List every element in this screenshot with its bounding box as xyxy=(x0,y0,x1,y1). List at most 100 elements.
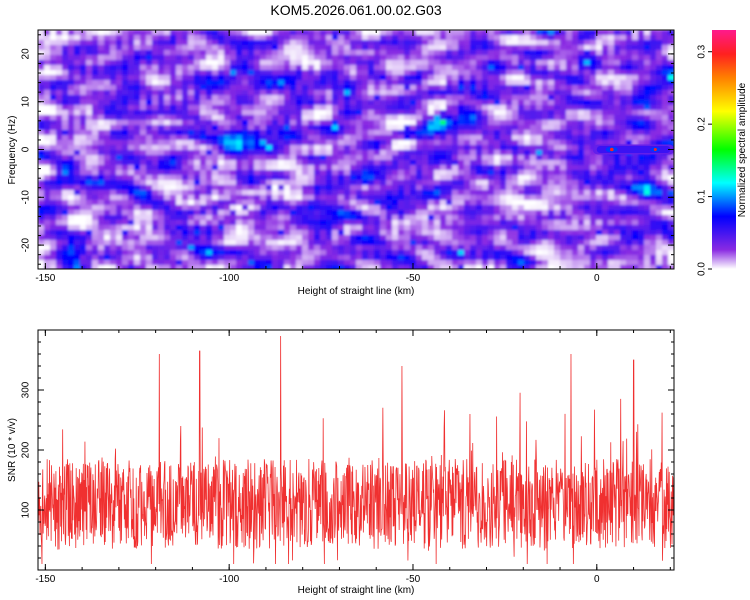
heatmap-cell xyxy=(662,250,669,256)
heatmap-cell xyxy=(218,255,225,261)
heatmap-cell xyxy=(488,115,495,121)
heatmap-cell xyxy=(536,230,543,236)
heatmap-cell xyxy=(512,115,519,121)
heatmap-cell xyxy=(602,35,609,41)
heatmap-cell xyxy=(500,120,507,126)
heatmap-cell xyxy=(626,160,633,166)
heatmap-cell xyxy=(398,145,405,151)
heatmap-cell xyxy=(656,235,663,241)
heatmap-cell xyxy=(500,235,507,241)
heatmap-cell xyxy=(662,50,669,56)
heatmap-cell xyxy=(86,100,93,106)
heatmap-cell xyxy=(140,80,147,86)
heatmap-cell xyxy=(548,175,555,181)
heatmap-cell xyxy=(650,135,657,141)
heatmap-cell xyxy=(620,175,627,181)
heatmap-cell xyxy=(536,70,543,76)
heatmap-cell xyxy=(266,130,273,136)
heatmap-cell xyxy=(320,230,327,236)
heatmap-cell xyxy=(452,210,459,216)
heatmap-cell xyxy=(506,180,513,186)
heatmap-cell xyxy=(362,90,369,96)
heatmap-cell xyxy=(560,200,567,206)
heatmap-cell xyxy=(104,195,111,201)
heatmap-cell xyxy=(446,245,453,251)
heatmap-cell xyxy=(464,170,471,176)
heatmap-cell xyxy=(434,155,441,161)
heatmap-cell xyxy=(416,30,423,36)
heatmap-cell xyxy=(410,155,417,161)
heatmap-cell xyxy=(152,165,159,171)
heatmap-cell xyxy=(374,110,381,116)
heatmap-cell xyxy=(218,210,225,216)
heatmap-cell xyxy=(428,225,435,231)
heatmap-cell xyxy=(476,190,483,196)
heatmap-cell xyxy=(548,135,555,141)
heatmap-cell xyxy=(392,200,399,206)
heatmap-cell xyxy=(92,225,99,231)
heatmap-cell xyxy=(494,185,501,191)
heatmap-cell xyxy=(668,255,674,261)
heatmap-cell xyxy=(218,240,225,246)
heatmap-cell xyxy=(542,160,549,166)
heatmap-cell xyxy=(644,260,651,266)
heatmap-cell xyxy=(62,195,69,201)
heatmap-cell xyxy=(380,185,387,191)
heatmap-cell xyxy=(350,115,357,121)
heatmap-cell xyxy=(554,145,561,151)
heatmap-cell xyxy=(464,255,471,261)
heatmap-cell xyxy=(380,160,387,166)
heatmap-cell xyxy=(332,245,339,251)
heatmap-cell xyxy=(350,145,357,151)
heatmap-cell xyxy=(452,260,459,266)
heatmap-cell xyxy=(452,140,459,146)
heatmap-cell xyxy=(206,180,213,186)
heatmap-cell xyxy=(518,175,525,181)
heatmap-cell xyxy=(320,140,327,146)
heatmap-cell xyxy=(626,115,633,121)
heatmap-cell xyxy=(320,30,327,36)
heatmap-cell xyxy=(386,140,393,146)
heatmap-cell xyxy=(272,130,279,136)
heatmap-cell xyxy=(80,150,87,156)
heatmap-cell xyxy=(338,105,345,111)
heatmap-cell xyxy=(242,30,249,36)
heatmap-cell xyxy=(374,35,381,41)
heatmap-cell xyxy=(236,240,243,246)
heatmap-cell xyxy=(242,155,249,161)
heatmap-cell xyxy=(302,110,309,116)
heatmap-cell xyxy=(668,50,674,56)
heatmap-cell xyxy=(662,180,669,186)
heatmap-cell xyxy=(404,35,411,41)
heatmap-cell xyxy=(164,235,171,241)
heatmap-cell xyxy=(230,160,237,166)
heatmap-cell xyxy=(602,225,609,231)
heatmap-cell xyxy=(272,100,279,106)
heatmap-cell xyxy=(296,160,303,166)
heatmap-cell xyxy=(350,170,357,176)
heatmap-cell xyxy=(566,220,573,226)
heatmap-cell xyxy=(176,80,183,86)
heatmap-cell xyxy=(560,40,567,46)
heatmap-cell xyxy=(122,100,129,106)
heatmap-cell xyxy=(494,190,501,196)
heatmap-cell xyxy=(140,60,147,66)
heatmap-cell xyxy=(494,50,501,56)
heatmap-cell xyxy=(236,85,243,91)
heatmap-cell xyxy=(38,85,45,91)
heatmap-cell xyxy=(140,170,147,176)
heatmap-cell xyxy=(662,90,669,96)
heatmap-cell xyxy=(122,35,129,41)
heatmap-cell xyxy=(68,225,75,231)
heatmap-cell xyxy=(278,65,285,71)
heatmap-cell xyxy=(602,200,609,206)
heatmap-cell xyxy=(74,190,81,196)
heatmap-cell xyxy=(620,255,627,261)
heatmap-cell xyxy=(260,60,267,66)
heatmap-cell xyxy=(392,60,399,66)
heatmap-cell xyxy=(272,180,279,186)
heatmap-cell xyxy=(176,155,183,161)
heatmap-cell xyxy=(374,40,381,46)
heatmap-cell xyxy=(356,100,363,106)
heatmap-cell xyxy=(668,165,674,171)
